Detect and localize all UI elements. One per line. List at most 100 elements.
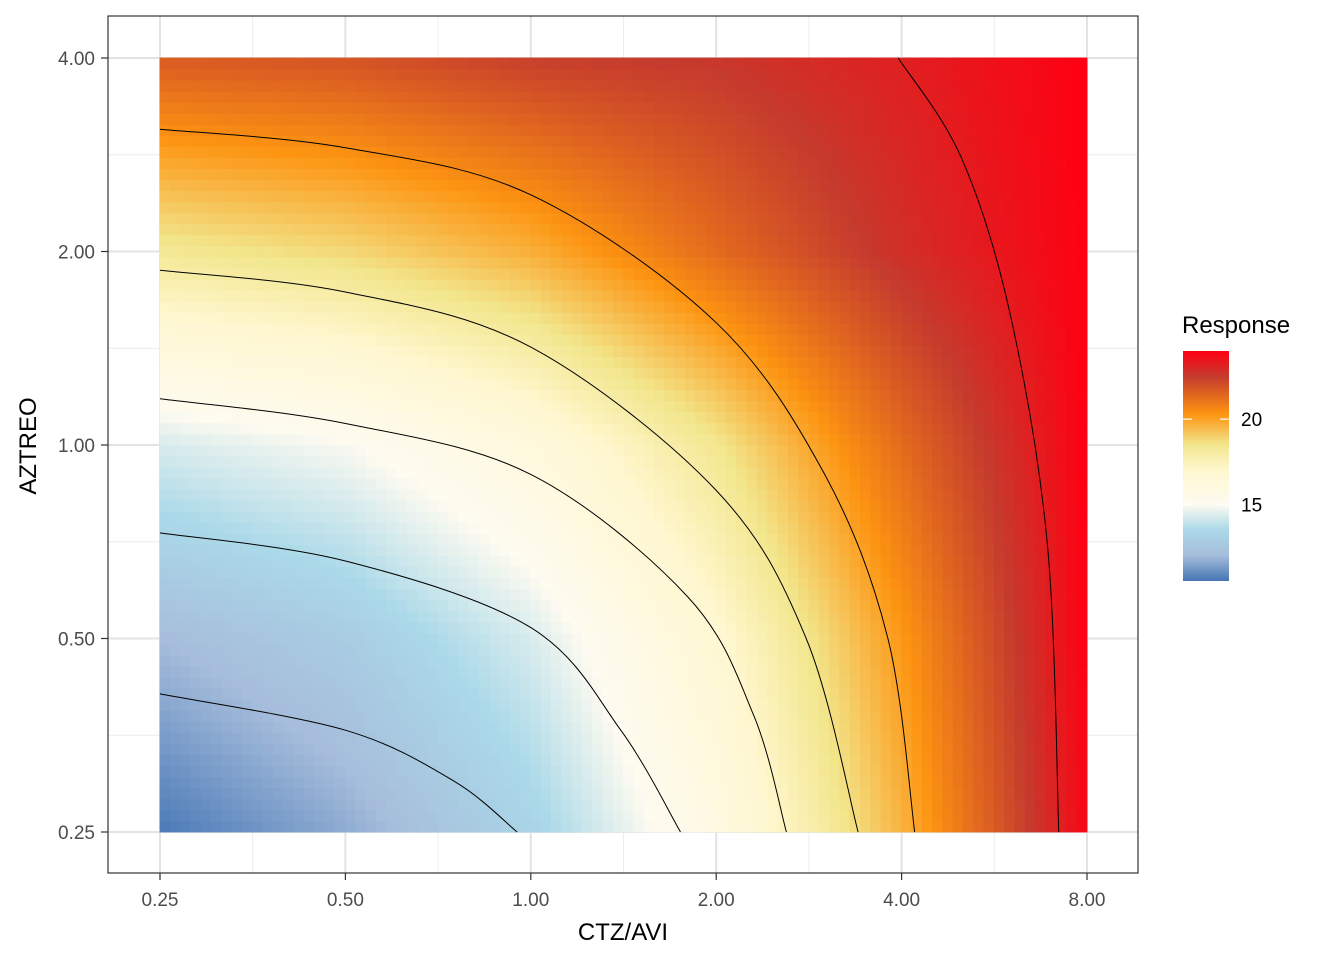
heatmap-tile <box>633 621 645 634</box>
heatmap-tile <box>581 267 593 280</box>
heatmap-tile <box>952 765 964 778</box>
heatmap-tile <box>973 466 985 479</box>
heatmap-tile <box>365 212 377 225</box>
heatmap-tile <box>1045 698 1057 711</box>
heatmap-tile <box>169 499 181 512</box>
heatmap-tile <box>1004 743 1016 755</box>
heatmap-tile <box>540 278 552 291</box>
heatmap-tile <box>540 455 552 468</box>
heatmap-tile <box>1014 311 1026 324</box>
heatmap-tile <box>489 610 501 623</box>
heatmap-tile <box>993 566 1005 579</box>
heatmap-tile <box>705 455 717 468</box>
heatmap-tile <box>1035 577 1047 590</box>
heatmap-tile <box>1004 721 1016 733</box>
heatmap-tile <box>890 444 902 457</box>
heatmap-tile <box>221 544 233 556</box>
heatmap-tile <box>684 798 696 811</box>
heatmap-tile <box>1066 709 1078 722</box>
heatmap-tile <box>993 322 1005 335</box>
heatmap-tile <box>396 743 408 755</box>
heatmap-tile <box>551 422 563 435</box>
heatmap-tile <box>571 555 583 568</box>
heatmap-tile <box>571 621 583 634</box>
heatmap-tile <box>963 544 975 556</box>
heatmap-tile <box>921 267 933 280</box>
heatmap-tile <box>664 754 676 767</box>
heatmap-tile <box>767 522 779 534</box>
heatmap-tile <box>952 588 964 601</box>
heatmap-tile <box>911 334 923 346</box>
heatmap-tile <box>818 698 830 711</box>
heatmap-tile <box>654 300 666 313</box>
heatmap-tile <box>427 411 439 424</box>
heatmap-tile <box>654 555 666 568</box>
heatmap-tile <box>911 499 923 512</box>
heatmap-tile <box>324 444 336 457</box>
heatmap-tile <box>654 621 666 634</box>
heatmap-tile <box>365 477 377 490</box>
heatmap-tile <box>654 278 666 291</box>
heatmap-tile <box>159 267 171 280</box>
heatmap-tile <box>252 632 264 645</box>
heatmap-tile <box>365 632 377 645</box>
heatmap-tile <box>334 477 346 490</box>
heatmap-tile <box>169 433 181 446</box>
heatmap-tile <box>489 599 501 612</box>
heatmap-tile <box>551 256 563 269</box>
heatmap-tile <box>973 289 985 302</box>
heatmap-tile <box>314 223 326 236</box>
heatmap-tile <box>200 555 212 568</box>
heatmap-tile <box>489 765 501 778</box>
heatmap-tile <box>684 621 696 634</box>
heatmap-tile <box>787 732 799 744</box>
heatmap-tile <box>808 400 820 413</box>
heatmap-tile <box>911 643 923 656</box>
heatmap-tile <box>1045 300 1057 313</box>
heatmap-tile <box>921 510 933 523</box>
heatmap-tile <box>643 654 655 667</box>
heatmap-tile <box>180 643 192 656</box>
heatmap-tile <box>448 234 460 247</box>
heatmap-tile <box>540 267 552 280</box>
heatmap-tile <box>262 787 274 800</box>
heatmap-tile <box>1076 522 1088 534</box>
heatmap-tile <box>777 654 789 667</box>
heatmap-tile <box>818 488 830 501</box>
heatmap-tile <box>798 632 810 645</box>
heatmap-tile <box>1076 422 1088 435</box>
heatmap-tile <box>489 400 501 413</box>
heatmap-tile <box>499 389 511 402</box>
heatmap-tile <box>458 223 470 236</box>
heatmap-tile <box>180 499 192 512</box>
heatmap-tile <box>736 245 748 258</box>
heatmap-tile <box>159 334 171 346</box>
heatmap-tile <box>159 455 171 468</box>
heatmap-tile <box>1045 687 1057 700</box>
heatmap-tile <box>231 743 243 755</box>
heatmap-tile <box>654 256 666 269</box>
heatmap-tile <box>365 245 377 258</box>
heatmap-tile <box>664 721 676 733</box>
heatmap-tile <box>303 356 315 368</box>
heatmap-tile <box>746 267 758 280</box>
heatmap-tile <box>1066 621 1078 634</box>
heatmap-tile <box>458 765 470 778</box>
heatmap-tile <box>839 466 851 479</box>
heatmap-tile <box>499 311 511 324</box>
heatmap-tile <box>983 820 995 833</box>
heatmap-tile <box>211 621 223 634</box>
heatmap-tile <box>581 643 593 656</box>
heatmap-tile <box>726 311 738 324</box>
heatmap-tile <box>200 422 212 435</box>
heatmap-tile <box>581 234 593 247</box>
heatmap-tile <box>180 356 192 368</box>
heatmap-tile <box>406 499 418 512</box>
heatmap-tile <box>169 389 181 402</box>
heatmap-tile <box>396 378 408 391</box>
heatmap-tile <box>643 676 655 689</box>
heatmap-tile <box>303 455 315 468</box>
heatmap-tile <box>612 367 624 380</box>
heatmap-tile <box>612 234 624 247</box>
heatmap-tile <box>973 621 985 634</box>
